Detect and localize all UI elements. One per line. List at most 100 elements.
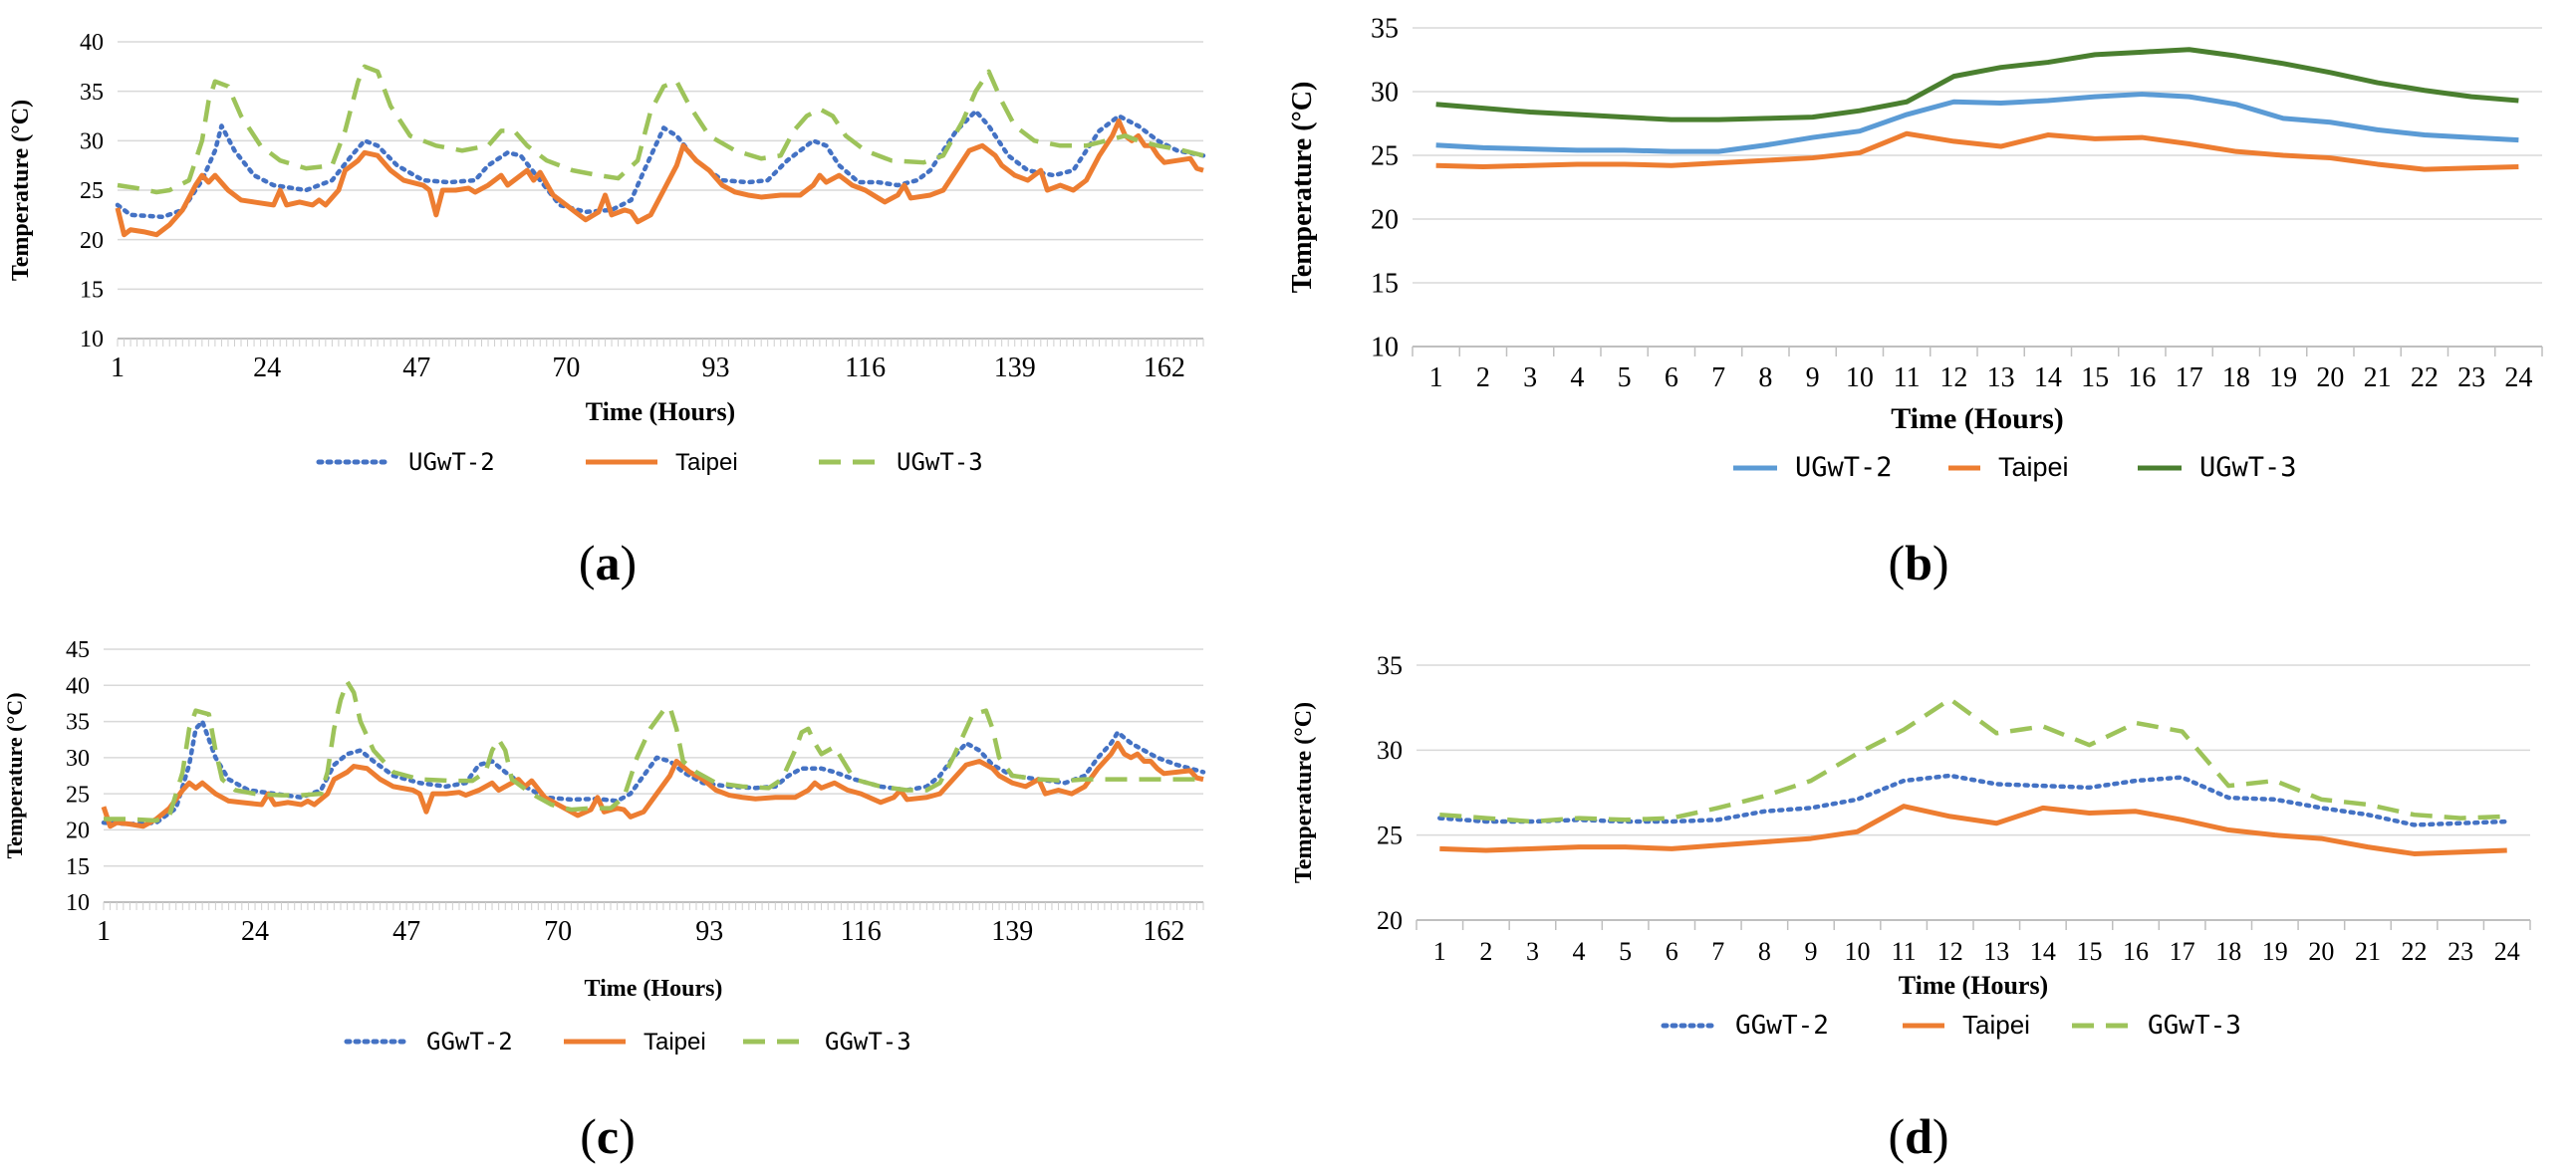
x-tick-label: 6 — [1666, 937, 1678, 966]
x-tick-label: 17 — [2176, 362, 2203, 393]
x-tick-label: 70 — [544, 916, 572, 947]
x-tick-label: 8 — [1758, 362, 1772, 393]
chart-c: 10 15 20 25 30 35 40 45 1 24 47 70 93 116 139 162 Temper… — [2, 637, 1206, 1056]
y-tick-label: 15 — [1371, 269, 1399, 300]
x-tick-label: 47 — [402, 352, 430, 383]
x-tick-label: 24 — [2504, 362, 2532, 393]
x-tick-label: 11 — [1894, 362, 1921, 393]
x-tick-label: 17 — [2170, 937, 2195, 966]
legend-label: GGwT-3 — [825, 1028, 911, 1056]
x-tick-label: 22 — [2402, 937, 2428, 966]
y-tick-label: 30 — [1371, 78, 1399, 109]
legend-label: UGwT-3 — [2199, 452, 2297, 483]
x-tick-label: 11 — [1892, 937, 1917, 966]
y-tick-label: 35 — [1371, 14, 1399, 45]
x-tick-label: 93 — [701, 352, 729, 383]
x-tick-label: 10 — [1846, 362, 1874, 393]
x-axis-title: Time (Hours) — [1891, 402, 2064, 435]
x-tick-label: 12 — [1939, 362, 1967, 393]
legend-label: GGwT-3 — [2148, 1011, 2241, 1041]
y-tick-label: 20 — [80, 228, 104, 254]
legend-label: UGwT-2 — [1795, 452, 1893, 483]
series-line-ugwt-2 — [115, 109, 1206, 220]
y-tick-label: 35 — [80, 80, 104, 106]
x-tick-label: 22 — [2411, 362, 2439, 393]
legend-label: GGwT-2 — [1735, 1011, 1829, 1041]
y-tick-label: 20 — [1371, 205, 1399, 236]
x-tick-label: 23 — [2447, 937, 2473, 966]
y-tick-label: 45 — [66, 637, 90, 663]
x-tick-label: 139 — [994, 352, 1036, 383]
x-tick-label: 15 — [2076, 937, 2102, 966]
x-tick-label: 139 — [991, 916, 1033, 947]
x-tick-label: 116 — [841, 916, 882, 947]
x-tick-label: 70 — [552, 352, 580, 383]
x-tick-label: 2 — [1479, 937, 1492, 966]
x-tick-label: 19 — [2262, 937, 2288, 966]
legend-label: UGwT-2 — [408, 448, 495, 476]
y-axis-title: Temperature (°C) — [2, 692, 27, 858]
legend-label: Taipei — [1998, 452, 2069, 482]
y-tick-label: 20 — [66, 819, 90, 844]
x-tick-label: 10 — [1845, 937, 1871, 966]
x-tick-label: 5 — [1618, 362, 1632, 393]
x-tick-label: 20 — [2308, 937, 2334, 966]
x-tick-label: 24 — [2494, 937, 2520, 966]
x-tick-label: 2 — [1476, 362, 1490, 393]
y-tick-label: 15 — [66, 854, 90, 880]
series-line-ugwt-3 — [1435, 47, 2519, 122]
x-tick-label: 93 — [695, 916, 723, 947]
x-tick-label: 1 — [1433, 937, 1446, 966]
series-line-ugwt-2 — [1435, 92, 2519, 154]
series-line-taipei — [101, 740, 1204, 829]
x-tick-label: 7 — [1711, 362, 1725, 393]
y-tick-label: 20 — [1377, 906, 1403, 935]
y-tick-label: 40 — [66, 673, 90, 699]
x-tick-label: 12 — [1937, 937, 1963, 966]
x-tick-label: 18 — [2215, 937, 2241, 966]
chart-panel-d: 20 25 30 35 1 2 3 4 5 6 7 8 9 10 11 12 13 14 15 16 17 18 19 20 2… — [1285, 627, 2576, 1095]
x-tick-label: 24 — [253, 352, 281, 383]
y-tick-label: 25 — [1377, 822, 1403, 850]
x-tick-label: 19 — [2269, 362, 2297, 393]
x-axis-title: Time (Hours) — [586, 397, 735, 426]
chart-panel-b: 10 15 20 25 30 35 1 2 3 4 5 6 7 8 9 10 11 12 13 14 15 16 17 18 1… — [1285, 0, 2576, 538]
y-tick-label: 10 — [80, 327, 104, 352]
x-tick-label: 162 — [1144, 352, 1185, 383]
x-tick-label: 16 — [2123, 937, 2149, 966]
y-tick-label: 30 — [1377, 736, 1403, 765]
x-tick-label: 9 — [1806, 362, 1820, 393]
chart-panel-c: 10 15 20 25 30 35 40 45 1 24 47 70 93 116 139 162 Temper… — [0, 627, 1235, 1095]
x-tick-label: 1 — [1429, 362, 1443, 393]
legend-label: Taipei — [1962, 1010, 2030, 1040]
x-tick-label: 21 — [2364, 362, 2392, 393]
chart-a: 10 15 20 25 30 35 40 1 24 47 70 93 116 139 162 Temperat… — [8, 30, 1206, 476]
caption-c: (c) — [580, 1108, 636, 1164]
x-tick-label: 4 — [1573, 937, 1586, 966]
series-line-taipei — [1435, 130, 2519, 172]
x-tick-label: 13 — [1983, 937, 2009, 966]
x-tick-label: 7 — [1711, 937, 1724, 966]
x-tick-label: 24 — [241, 916, 269, 947]
y-tick-label: 25 — [80, 178, 104, 204]
x-tick-label: 4 — [1570, 362, 1584, 393]
x-tick-label: 23 — [2457, 362, 2485, 393]
x-tick-label: 14 — [2034, 362, 2062, 393]
x-tick-label: 3 — [1523, 362, 1537, 393]
caption-a: (a) — [578, 535, 638, 590]
legend-label: Taipei — [675, 449, 738, 476]
y-tick-label: 35 — [1377, 651, 1403, 680]
x-tick-label: 15 — [2081, 362, 2109, 393]
x-tick-label: 14 — [2030, 937, 2056, 966]
x-tick-label: 9 — [1804, 937, 1817, 966]
y-tick-label: 25 — [66, 782, 90, 808]
x-tick-label: 5 — [1619, 937, 1632, 966]
legend-label: Taipei — [644, 1029, 706, 1056]
caption-b: (b) — [1888, 535, 1949, 590]
x-tick-label: 20 — [2316, 362, 2344, 393]
x-axis-title: Time (Hours) — [585, 976, 723, 1002]
chart-panel-a: 10 15 20 25 30 35 40 1 24 47 70 93 116 139 162 Temperat… — [0, 0, 1235, 538]
x-tick-label: 8 — [1758, 937, 1771, 966]
